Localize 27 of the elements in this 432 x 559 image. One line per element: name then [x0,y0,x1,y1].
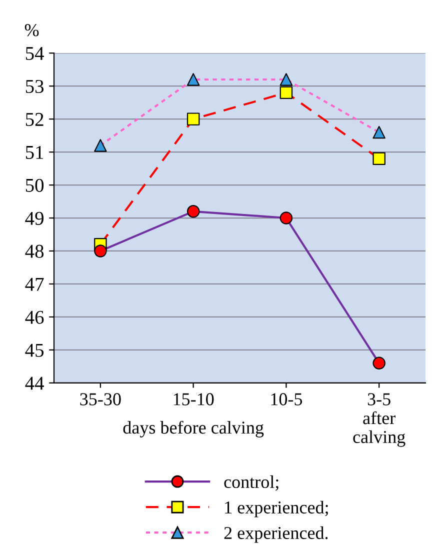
legend-label: control; [224,475,278,491]
y-tick-label: 52 [26,112,44,126]
y-tick-label: 51 [26,146,44,159]
y-tick-label: 53 [26,80,44,94]
y-tick-label: 48 [25,244,44,258]
point [280,86,293,100]
point [372,126,386,139]
y-tick-label: 50 [26,178,44,192]
x-tick-label: 35-30 [80,393,121,406]
legend-label: 2 experienced. [224,526,328,543]
legend-label: 1 experienced; [225,500,328,518]
x-axis-title: days before calving [123,420,264,438]
y-tick-label: 45 [25,344,44,357]
x-tick-label: 15-10 [174,393,214,406]
point [280,73,293,86]
y-tick-label: 47 [25,278,44,291]
x-tick-label: 10-5 [271,393,302,406]
point [186,73,200,86]
x-tick-label: 3-5 after calving [353,393,406,447]
y-axis-title: % [24,24,39,36]
point [186,112,200,126]
y-tick-label: 46 [25,310,44,324]
y-tick-label: 54 [26,47,44,60]
point [372,152,386,166]
y-tick-label: 49 [25,212,44,225]
point [94,139,107,152]
y-tick-label: 44 [25,376,44,390]
